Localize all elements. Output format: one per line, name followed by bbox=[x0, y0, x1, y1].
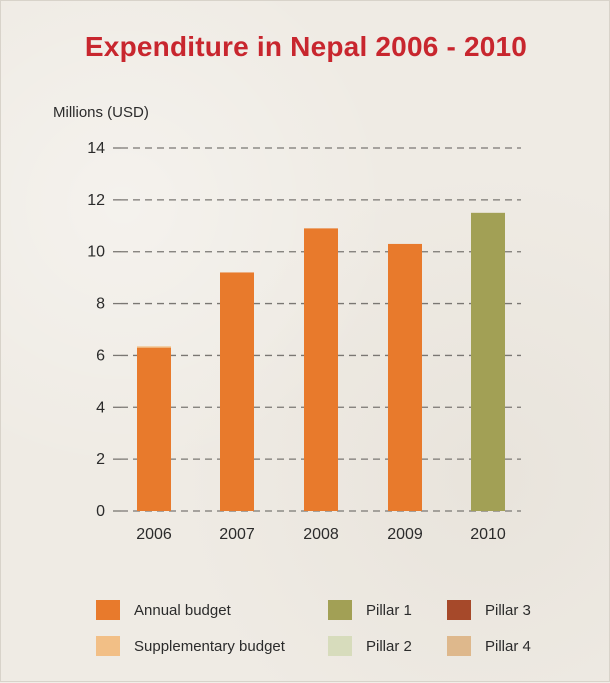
y-tick-label-10: 10 bbox=[87, 244, 105, 261]
y-tick-label-2: 2 bbox=[96, 451, 105, 468]
y-tick-label-4: 4 bbox=[96, 399, 105, 416]
x-tick-label-2010: 2010 bbox=[470, 526, 506, 543]
y-tick-label-8: 8 bbox=[96, 296, 105, 313]
bar-2008-annual-budget bbox=[304, 228, 338, 511]
y-tick-label-12: 12 bbox=[87, 192, 105, 209]
y-tick-label-0: 0 bbox=[96, 503, 105, 520]
y-axis-label: Millions (USD) bbox=[53, 104, 149, 121]
y-tick-label-14: 14 bbox=[87, 140, 105, 157]
bar-2009-annual-budget bbox=[388, 243, 422, 511]
bar-2007-annual-budget bbox=[220, 272, 254, 511]
bar-2006-supplementary-budget bbox=[137, 346, 171, 348]
x-tick-label-2009: 2009 bbox=[387, 526, 423, 543]
chart-title: Expenditure in Nepal 2006 - 2010 bbox=[84, 31, 528, 62]
x-tick-label-2007: 2007 bbox=[219, 526, 255, 543]
bar-2010-pillar-1 bbox=[471, 212, 505, 512]
bar-2006-annual-budget bbox=[137, 347, 171, 511]
x-tick-label-2006: 2006 bbox=[136, 526, 172, 543]
y-tick-label-6: 6 bbox=[96, 347, 105, 364]
x-tick-label-2008: 2008 bbox=[303, 526, 339, 543]
